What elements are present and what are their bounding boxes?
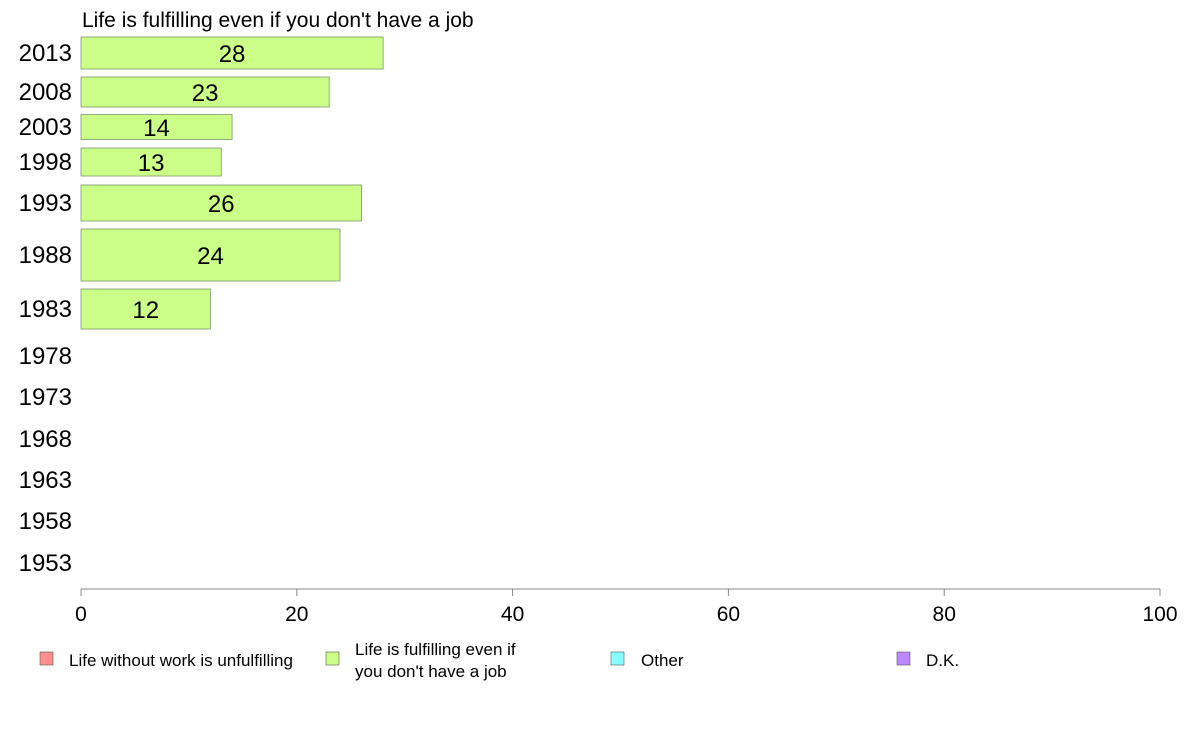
legend: Life without work is unfulfilling Life is… xyxy=(39,640,959,681)
x-tick-label: 100 xyxy=(1142,603,1177,626)
bar xyxy=(80,147,222,177)
bar xyxy=(80,76,330,108)
bar xyxy=(80,228,341,282)
x-tick-label: 60 xyxy=(717,603,740,626)
legend-label: Life is fulfilling even if you don't have… xyxy=(355,640,516,681)
y-tick-label: 1973 xyxy=(19,384,72,411)
legend-label: D.K. xyxy=(926,651,959,670)
bar-value-label: 23 xyxy=(192,80,219,107)
bar-value-label: 13 xyxy=(138,150,165,177)
legend-swatch xyxy=(325,651,340,666)
y-tick-label: 1983 xyxy=(19,296,72,323)
y-tick-label: 1963 xyxy=(19,467,72,494)
y-tick-label: 1993 xyxy=(19,190,72,217)
bar xyxy=(80,288,211,330)
y-tick-label: 1978 xyxy=(19,343,72,370)
y-tick-label: 2013 xyxy=(19,40,72,67)
legend-label: Other xyxy=(641,651,684,670)
legend-swatch xyxy=(39,651,54,666)
y-tick-label: 1953 xyxy=(19,550,72,577)
legend-swatch xyxy=(610,651,625,666)
legend-swatch xyxy=(896,651,911,666)
x-tick-label: 0 xyxy=(75,603,87,626)
bar-value-label: 26 xyxy=(208,191,235,218)
y-axis-labels: 2013 2008 2003 1998 1993 1988 1983 1978 1973 1968… xyxy=(19,40,72,577)
bar xyxy=(80,36,384,70)
bar-value-label: 28 xyxy=(219,41,246,68)
bar xyxy=(80,114,233,140)
bars-group xyxy=(80,36,384,330)
bar-value-label: 14 xyxy=(143,115,170,142)
bar-value-label: 12 xyxy=(132,297,159,324)
legend-label: Life without work is unfulfilling xyxy=(69,651,293,670)
y-tick-label: 1958 xyxy=(19,508,72,535)
x-tick-label: 20 xyxy=(285,603,308,626)
chart-title: Life is fulfilling even if you don't hav… xyxy=(82,9,474,32)
y-tick-label: 2008 xyxy=(19,79,72,106)
y-tick-label: 1998 xyxy=(19,149,72,176)
x-tick-label: 80 xyxy=(933,603,956,626)
x-tick-label: 40 xyxy=(501,603,524,626)
bar xyxy=(80,184,362,222)
y-tick-label: 1988 xyxy=(19,242,72,269)
y-tick-label: 2003 xyxy=(19,114,72,141)
bar-value-label: 24 xyxy=(197,243,224,270)
x-axis: 0 20 40 60 80 100 xyxy=(75,588,1178,626)
y-tick-label: 1968 xyxy=(19,426,72,453)
